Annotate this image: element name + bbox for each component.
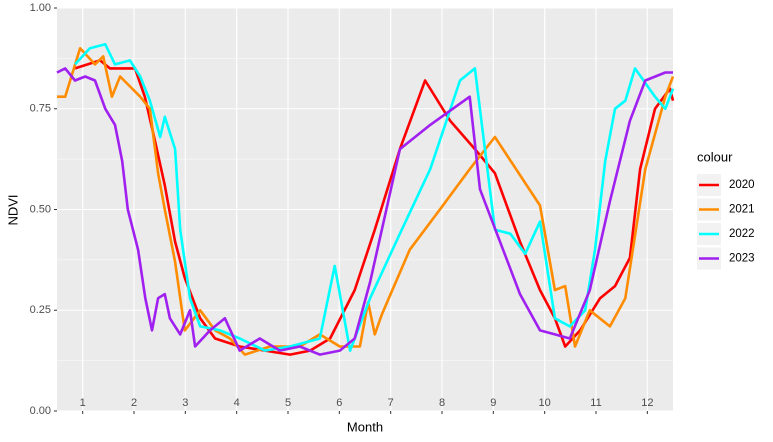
y-tick-label: 0.00 bbox=[30, 405, 51, 417]
x-tick-label: 4 bbox=[234, 397, 240, 409]
y-tick-label: 0.50 bbox=[30, 203, 51, 215]
legend-title: colour bbox=[697, 149, 733, 164]
y-tick-label: 1.00 bbox=[30, 2, 51, 14]
legend-label: 2023 bbox=[729, 253, 755, 265]
x-tick-label: 8 bbox=[439, 397, 445, 409]
x-tick-label: 1 bbox=[80, 397, 86, 409]
y-tick-label: 0.75 bbox=[30, 103, 51, 115]
x-tick-label: 3 bbox=[182, 397, 188, 409]
x-tick-label: 11 bbox=[590, 397, 601, 409]
series-line bbox=[74, 43, 675, 352]
x-tick-label: 9 bbox=[490, 397, 496, 409]
legend-label: 2021 bbox=[729, 204, 755, 216]
legend-label: 2020 bbox=[729, 179, 755, 191]
x-tick-label: 12 bbox=[641, 397, 653, 409]
x-tick-label: 6 bbox=[336, 397, 342, 409]
legend-label: 2022 bbox=[729, 228, 755, 240]
x-tick-label: 10 bbox=[539, 397, 551, 409]
y-axis-title: NDVI bbox=[5, 194, 20, 225]
series-line bbox=[56, 67, 673, 356]
x-tick-label: 5 bbox=[285, 397, 291, 409]
series-line bbox=[74, 59, 675, 356]
y-tick-label: 0.25 bbox=[30, 304, 51, 316]
x-axis-title: Month bbox=[347, 419, 383, 434]
x-tick-label: 7 bbox=[388, 397, 394, 409]
x-tick-label: 2 bbox=[131, 397, 137, 409]
